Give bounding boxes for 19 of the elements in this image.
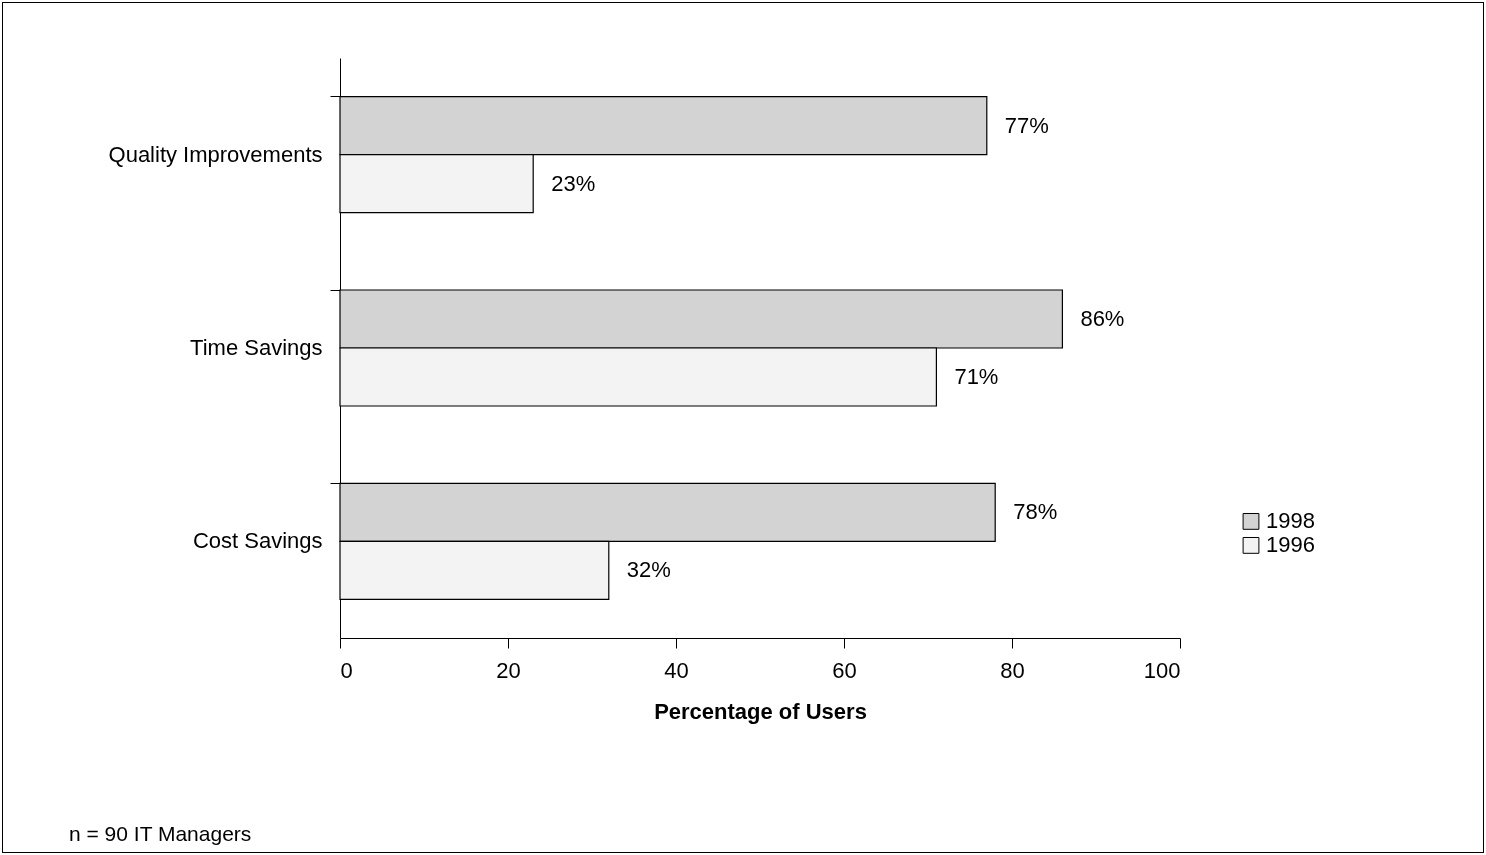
x-tick-label: 100 — [1143, 657, 1181, 683]
y-tick-label: Cost Savings — [192, 528, 323, 554]
data-label: 23% — [551, 170, 596, 196]
data-label: 78% — [1013, 499, 1058, 525]
data-label: 32% — [626, 557, 671, 583]
x-axis-title: Percentage of Users — [654, 698, 867, 724]
y-tick-label: Time Savings — [190, 335, 323, 360]
text: n = 90 IT Managers — [69, 822, 252, 846]
data-label: 71% — [954, 364, 999, 389]
x-tick-label: 80 — [1000, 657, 1025, 683]
data-label: 86% — [1080, 306, 1125, 331]
x-tick-label: 60 — [832, 657, 857, 683]
x-tick-label: 20 — [496, 657, 521, 683]
x-tick-label: 40 — [664, 657, 689, 683]
y-tick-label: Quality Improvements — [108, 141, 323, 167]
legend-label: 1996 — [1266, 532, 1315, 558]
x-tick-label: 0 — [340, 657, 353, 683]
legend-label: 1998 — [1266, 508, 1315, 534]
data-label: 77% — [1004, 112, 1049, 138]
